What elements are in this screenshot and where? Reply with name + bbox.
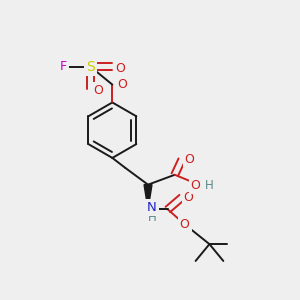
Text: O: O: [117, 78, 127, 91]
Text: O: O: [185, 153, 195, 167]
Text: O: O: [184, 191, 194, 204]
Text: S: S: [86, 60, 95, 74]
Text: O: O: [115, 62, 125, 75]
Polygon shape: [144, 185, 152, 209]
Text: H: H: [148, 211, 156, 224]
Text: N: N: [147, 201, 157, 214]
Text: O: O: [180, 218, 190, 231]
Text: O: O: [94, 84, 103, 97]
Text: F: F: [59, 60, 66, 73]
Text: H: H: [205, 179, 214, 192]
Text: O: O: [190, 179, 200, 192]
